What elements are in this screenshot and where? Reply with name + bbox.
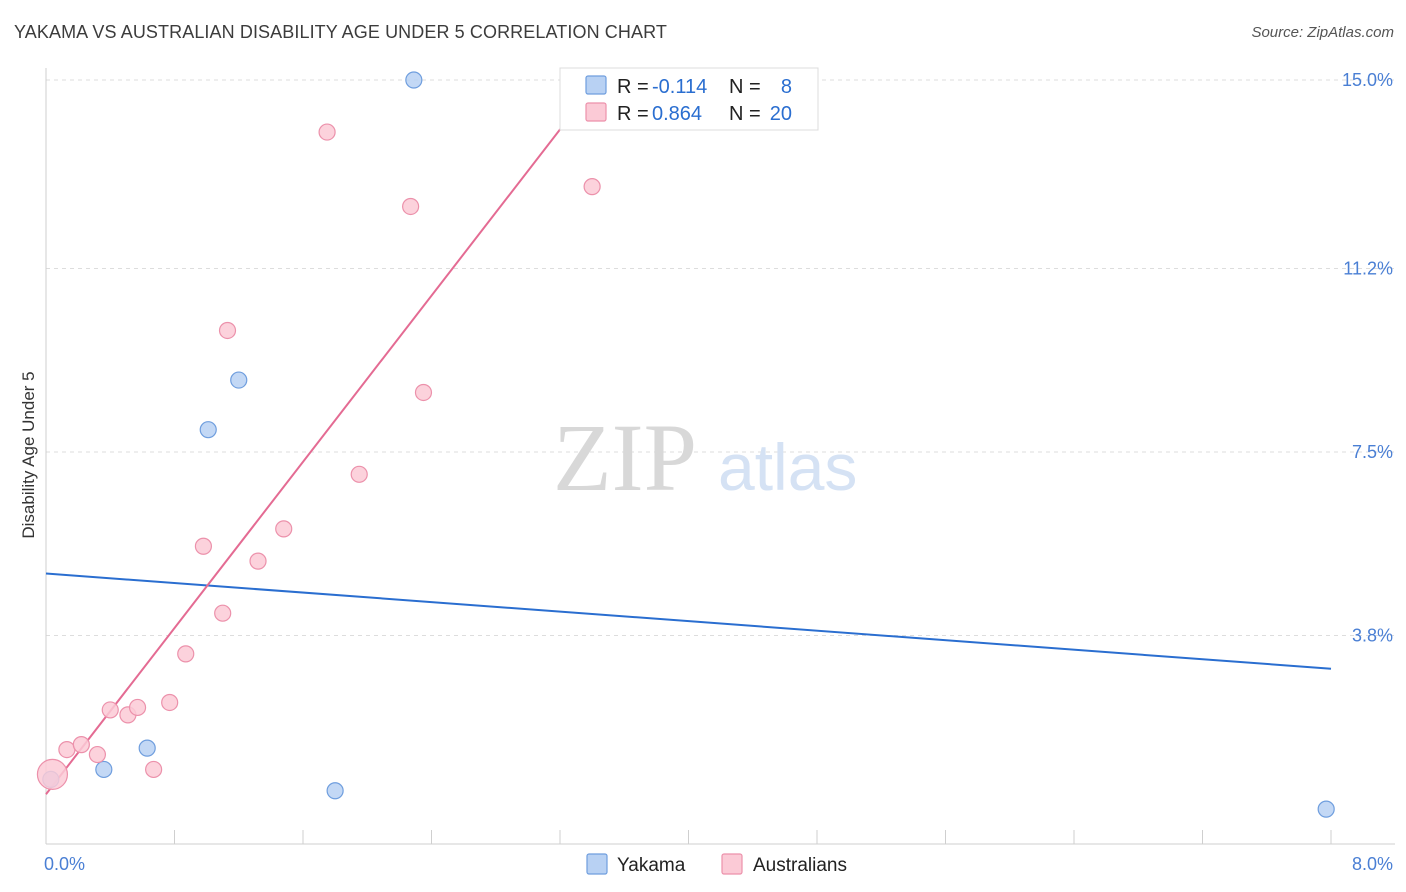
source-label: Source: ZipAtlas.com [1251,24,1394,41]
point-australians-0 [36,758,69,791]
trend-lines [45,76,1332,795]
legend-n-label: N = [729,76,761,98]
watermark-atlas: atlas [718,430,857,504]
point-australians-9 [177,645,195,663]
point-australians-13 [249,552,267,570]
point-australians-6 [128,698,147,717]
legend-r-value-yakama: -0.114 [652,76,707,98]
watermark: ZIP atlas [553,404,857,511]
point-australians-3 [88,745,107,764]
stats-legend: R = -0.114 N = 8 R = 0.864 N = 20 [559,67,819,131]
trend-line-australians [45,76,601,795]
point-australians-8 [161,693,179,712]
point-yakama-2 [138,739,156,757]
point-australians-14 [275,520,293,538]
point-australians-4 [101,701,119,719]
point-yakama-3 [199,421,217,439]
y-tick-label-3: 15.0% [1342,70,1393,90]
bottom-legend-swatch-australians [721,853,743,875]
trend-line-yakama [45,572,1332,670]
point-yakama-7 [1317,800,1335,818]
series-legend: Yakama Australians [586,853,847,876]
point-australians-16 [350,465,368,483]
watermark-zip: ZIP [553,404,697,511]
point-australians-1 [58,740,76,759]
grid [46,79,1395,637]
point-australians-2 [72,736,90,754]
point-australians-11 [214,604,232,622]
legend-r-value-australians: 0.864 [652,103,702,125]
point-yakama-4 [230,371,248,389]
point-australians-12 [218,321,237,340]
point-yakama-6 [405,71,423,89]
point-australians-7 [145,760,163,779]
axes [45,68,1395,845]
y-tick-label-2: 11.2% [1343,258,1393,278]
y-axis-title: Disability Age Under 5 [19,371,38,538]
bottom-legend-australians: Australians [753,855,847,876]
x-tick-label-0: 0.0% [44,854,85,874]
bottom-legend-swatch-yakama [586,853,608,875]
legend-r-label: R = [617,76,649,98]
y-tick-label-0: 3.8% [1352,626,1393,646]
point-australians-15 [318,123,336,141]
data-points [36,71,1335,818]
legend-n-value-australians: 20 [770,103,792,125]
point-yakama-5 [326,782,344,800]
tick-labels: 3.8% 7.5% 11.2% 15.0% 0.0% 8.0% [44,70,1393,874]
point-australians-18 [414,383,433,402]
legend-n-label: N = [729,103,761,125]
point-australians-10 [194,537,213,555]
point-australians-17 [402,197,420,216]
legend-swatch-yakama [585,75,607,95]
legend-swatch-australians [585,102,607,122]
x-tick-label-1: 8.0% [1352,854,1393,874]
legend-n-value-yakama: 8 [781,76,792,98]
chart-title: YAKAMA VS AUSTRALIAN DISABILITY AGE UNDE… [14,22,667,42]
legend-r-label: R = [617,103,649,125]
y-tick-label-1: 7.5% [1352,442,1393,462]
point-australians-19 [583,178,601,196]
bottom-legend-yakama: Yakama [617,855,686,876]
point-yakama-1 [95,760,113,779]
